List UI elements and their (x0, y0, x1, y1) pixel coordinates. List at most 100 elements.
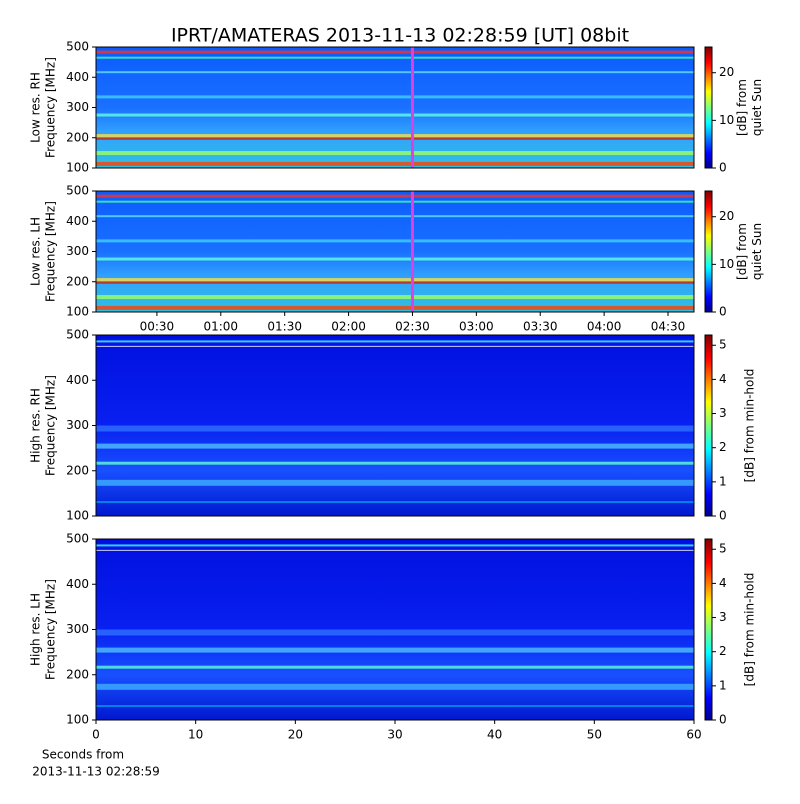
x-tick-label: 04:30 (651, 320, 686, 334)
x-axis-label: Seconds from (42, 748, 124, 762)
spectrogram-band (96, 151, 694, 156)
spectrogram-band (96, 71, 694, 74)
y-axis-label: High res. LH (29, 593, 43, 666)
colorbar (704, 46, 713, 169)
y-tick-label: 300 (66, 622, 89, 636)
y-axis-label: High res. RH (29, 388, 43, 463)
spectrogram-band (96, 295, 694, 300)
x-tick-label: 01:00 (203, 320, 238, 334)
y-axis-label: Frequency [MHz] (44, 57, 58, 158)
colorbar-label: quiet Sun (750, 223, 764, 280)
x-tick-label: 30 (387, 728, 402, 742)
spectrogram-band (96, 461, 694, 465)
x-tick-label: 02:00 (331, 320, 366, 334)
y-tick-label: 200 (66, 130, 89, 144)
x-tick-label: 0 (92, 728, 100, 742)
colorbar-tick-label: 1 (719, 474, 727, 488)
colorbar (704, 538, 713, 721)
colorbar-tick-label: 0 (719, 305, 727, 319)
spectrogram-band (96, 345, 694, 347)
chart-title: IPRT/AMATERAS 2013-11-13 02:28:59 [UT] 0… (171, 25, 629, 47)
spectrogram-band (96, 683, 694, 690)
spectrogram-band (96, 281, 694, 284)
colorbar-label: [dB] from min-hold (743, 369, 757, 483)
spectrogram-band (96, 56, 694, 59)
spectrogram-band (96, 549, 694, 551)
spectrogram-band (96, 629, 694, 636)
colorbar-tick-label: 0 (719, 509, 727, 523)
spectrogram-band (96, 647, 694, 653)
x-tick-label: 01:30 (267, 320, 302, 334)
spectrogram-band (96, 340, 694, 343)
spectrogram-band (96, 50, 694, 54)
x-tick-label: 04:00 (587, 320, 622, 334)
x-tick-label: 00:30 (140, 320, 175, 334)
colorbar (704, 334, 713, 517)
spectrogram-band (96, 215, 694, 218)
y-tick-label: 300 (66, 100, 89, 114)
y-tick-label: 200 (66, 274, 89, 288)
colorbar-tick-label: 2 (719, 644, 727, 658)
colorbar-tick-label: 10 (719, 257, 734, 271)
x-tick-label: 50 (587, 728, 602, 742)
colorbar-tick-label: 20 (719, 209, 734, 223)
colorbar-tick-label: 10 (719, 113, 734, 127)
y-tick-label: 100 (66, 509, 89, 523)
colorbar-tick-label: 3 (719, 610, 727, 624)
y-tick-label: 200 (66, 463, 89, 477)
y-tick-label: 500 (66, 40, 89, 54)
y-axis-label: Low res. RH (29, 72, 43, 143)
y-tick-label: 500 (66, 532, 89, 546)
spectrogram-band (96, 95, 694, 99)
y-tick-label: 400 (66, 373, 89, 387)
y-axis-label: Frequency [MHz] (44, 375, 58, 476)
y-tick-label: 100 (66, 713, 89, 727)
y-tick-label: 400 (66, 577, 89, 591)
spectrogram-band (96, 194, 694, 198)
x-tick-label: 10 (188, 728, 203, 742)
colorbar-label: [dB] from min-hold (743, 573, 757, 687)
spectrogram-band (96, 257, 694, 261)
spectrogram-band (96, 161, 694, 166)
colorbar-tick-label: 0 (719, 713, 727, 727)
x-axis-label: 2013-11-13 02:28:59 (32, 765, 159, 779)
spectrogram-band (96, 443, 694, 449)
colorbar-label: quiet Sun (750, 79, 764, 136)
y-tick-label: 200 (66, 667, 89, 681)
colorbar-tick-label: 4 (719, 372, 727, 386)
x-tick-label: 60 (686, 728, 701, 742)
spectrogram-band (96, 113, 694, 117)
y-tick-label: 300 (66, 244, 89, 258)
spectrogram-image (96, 191, 694, 312)
x-tick-label: 40 (487, 728, 502, 742)
spectrogram-band (96, 425, 694, 432)
colorbar-tick-label: 5 (719, 542, 727, 556)
colorbar-tick-label: 20 (719, 65, 734, 79)
colorbar-tick-label: 4 (719, 576, 727, 590)
y-axis-label: Low res. LH (29, 217, 43, 286)
y-axis-label: Frequency [MHz] (44, 579, 58, 680)
spectrogram-band (96, 200, 694, 203)
y-axis-label: Frequency [MHz] (44, 201, 58, 302)
y-tick-label: 300 (66, 418, 89, 432)
colorbar-label: [dB] from (735, 79, 749, 136)
colorbar-label: [dB] from (735, 223, 749, 280)
colorbar (704, 190, 713, 313)
colorbar-tick-label: 1 (719, 678, 727, 692)
colorbar-tick-label: 0 (719, 161, 727, 175)
y-tick-label: 100 (66, 305, 89, 319)
x-tick-label: 20 (288, 728, 303, 742)
spectrogram-band (96, 705, 694, 707)
colorbar-tick-label: 3 (719, 406, 727, 420)
x-tick-label: 03:30 (523, 320, 558, 334)
y-tick-label: 400 (66, 214, 89, 228)
y-tick-label: 400 (66, 70, 89, 84)
x-tick-label: 02:30 (395, 320, 430, 334)
spectrogram-band (96, 278, 694, 282)
spectrogram-band (96, 544, 694, 547)
spectrogram-band (96, 134, 694, 138)
spectrogram-image (96, 47, 694, 168)
colorbar-tick-label: 5 (719, 338, 727, 352)
y-tick-label: 500 (66, 328, 89, 342)
